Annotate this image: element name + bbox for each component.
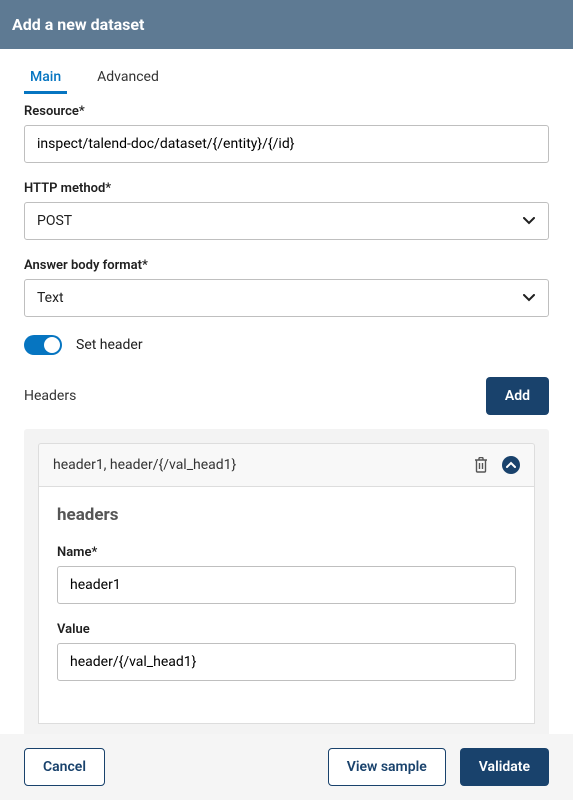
header-item-head: header1, header/{/val_head1} xyxy=(38,443,535,487)
header-value-input[interactable] xyxy=(57,643,516,681)
set-header-row: Set header xyxy=(24,335,549,355)
header-item-body: headers Name* Value xyxy=(38,487,535,724)
header-name-label: Name* xyxy=(57,545,516,560)
header-item-summary: header1, header/{/val_head1} xyxy=(53,457,236,473)
answer-format-label: Answer body format* xyxy=(24,258,549,273)
footer-right: View sample Validate xyxy=(328,748,549,786)
add-header-label: Add xyxy=(505,388,530,404)
http-method-value: POST xyxy=(37,213,72,229)
validate-label: Validate xyxy=(479,759,530,775)
tab-advanced[interactable]: Advanced xyxy=(91,59,165,93)
headers-section-label: Headers xyxy=(24,388,76,404)
toggle-knob xyxy=(44,337,60,353)
set-header-toggle[interactable] xyxy=(24,335,62,355)
resource-label: Resource* xyxy=(24,104,549,119)
header-name-field: Name* xyxy=(57,545,516,604)
cancel-button[interactable]: Cancel xyxy=(24,748,105,786)
http-method-label: HTTP method* xyxy=(24,181,549,196)
header-panel-title: headers xyxy=(57,505,516,525)
tab-main[interactable]: Main xyxy=(24,59,67,93)
cancel-label: Cancel xyxy=(43,759,86,775)
tab-advanced-label: Advanced xyxy=(97,69,159,85)
set-header-label: Set header xyxy=(76,337,143,353)
resource-input[interactable] xyxy=(24,125,549,163)
header-value-label: Value xyxy=(57,622,516,637)
tab-main-label: Main xyxy=(30,69,61,85)
view-sample-button[interactable]: View sample xyxy=(328,748,446,786)
http-method-field: HTTP method* POST xyxy=(24,181,549,240)
headers-panel: header1, header/{/val_head1} headers Nam… xyxy=(24,429,549,738)
collapse-icon[interactable] xyxy=(502,456,520,474)
answer-format-value: Text xyxy=(37,290,64,306)
http-method-select[interactable]: POST xyxy=(24,202,549,240)
trash-icon[interactable] xyxy=(474,457,488,473)
dialog-title: Add a new dataset xyxy=(12,15,144,34)
dialog-header: Add a new dataset xyxy=(0,0,573,49)
header-name-input[interactable] xyxy=(57,566,516,604)
resource-field: Resource* xyxy=(24,104,549,163)
dialog-footer: Cancel View sample Validate xyxy=(0,734,573,800)
form-main: Resource* HTTP method* POST Answer body … xyxy=(0,94,573,738)
validate-button[interactable]: Validate xyxy=(460,748,549,786)
answer-format-field: Answer body format* Text xyxy=(24,258,549,317)
header-item-actions xyxy=(474,456,520,474)
tabs: Main Advanced xyxy=(0,59,573,94)
view-sample-label: View sample xyxy=(347,759,427,775)
answer-format-select[interactable]: Text xyxy=(24,279,549,317)
add-header-button[interactable]: Add xyxy=(486,377,549,415)
header-value-field: Value xyxy=(57,622,516,681)
headers-section-header: Headers Add xyxy=(24,377,549,415)
